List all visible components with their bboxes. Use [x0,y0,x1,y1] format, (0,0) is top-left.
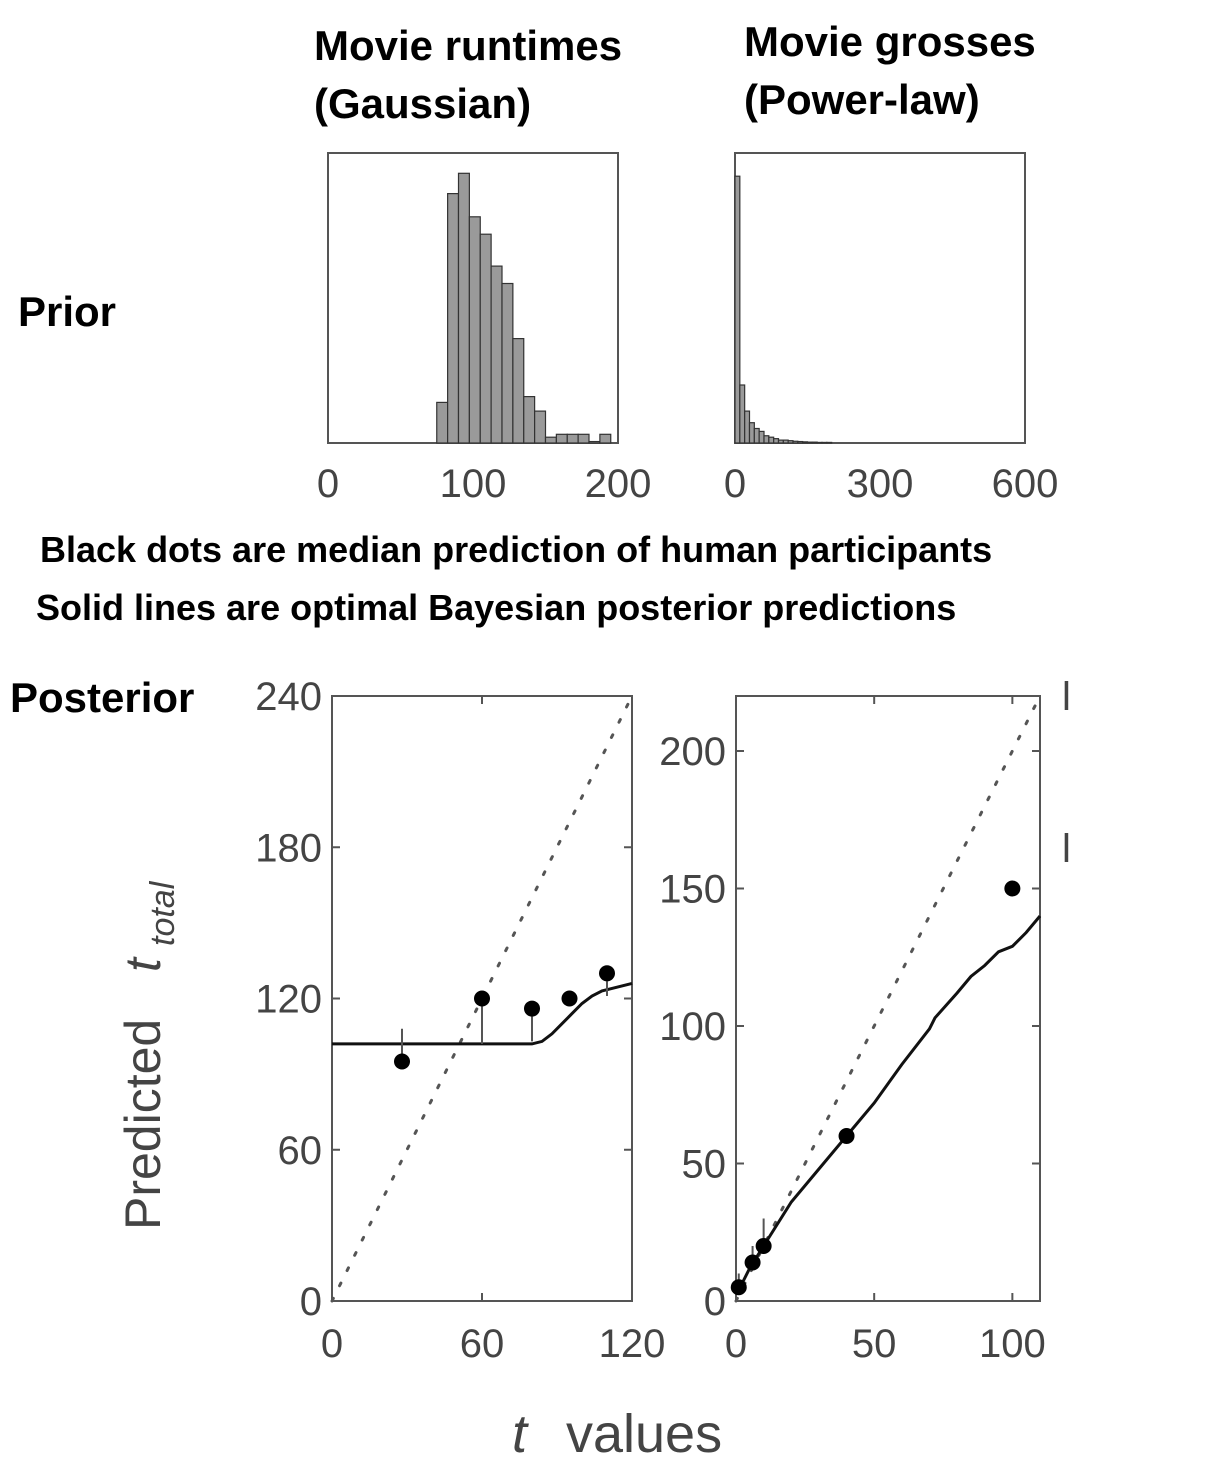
y-axis-label-subscript: total [144,880,182,946]
posterior-left-human-point-0 [394,1053,410,1070]
posterior-left-ytick-3: 180 [255,826,322,870]
prior-left-bar-11 [555,433,568,444]
prior-left-xtick-2: 200 [585,462,652,506]
posterior-right-identity-line [734,694,1042,1303]
prior-left-bar-12 [566,433,579,444]
prior-right-bar-15 [806,441,813,444]
prior-left-title-line1: Movie runtimes [314,22,622,69]
posterior-right-xtick-0: 0 [725,1322,747,1366]
prior-left-bar-2 [457,172,470,444]
prior-right-xtick-0: 0 [724,462,746,506]
posterior-right-ytick-0: 0 [704,1280,726,1324]
prior-right-frame [734,152,1026,444]
posterior-right-xtick-1: 50 [852,1322,897,1366]
prior-right-bar-3 [748,422,755,444]
caption-human-dots: Black dots are median prediction of huma… [40,529,992,570]
prior-right-bar-9 [777,439,784,444]
prior-right-bar-2 [744,410,751,444]
prior-right-bar-1 [739,384,746,444]
prior-left-bar-5 [490,265,503,444]
prior-right-xticks: 0 300 600 [724,462,1059,506]
prior-right-title-line2: (Power-law) [744,76,980,123]
prior-right-bar-8 [773,438,780,444]
posterior-left-human-point-2 [524,1000,540,1017]
posterior-right-human-point-3 [838,1128,855,1144]
prior-right-xtick-1: 300 [847,462,914,506]
prior-left-xtick-0: 0 [317,462,339,506]
posterior-right-ytick-2: 100 [659,1005,726,1049]
prior-right-bar-13 [797,440,804,444]
prior-left-bar-0 [436,401,449,444]
posterior-left-human-point-4 [599,965,615,982]
prior-right-bar-17 [816,441,823,444]
posterior-right-frame [735,695,1041,1302]
posterior-left-xtick-1: 60 [460,1322,505,1366]
prior-right-bar-18 [821,441,828,444]
prior-right-bar-11 [787,440,794,444]
posterior-left-xtick-2: 120 [599,1322,666,1366]
prior-left-xticks: 0 100 200 [317,462,652,506]
prior-right-bar-12 [792,440,799,444]
posterior-left-ytick-0: 0 [300,1280,322,1324]
prior-left-bar-13 [577,433,590,444]
prior-left-bar-10 [544,436,557,444]
prior-right-bar-0 [734,175,741,444]
posterior-right-xtick-2: 100 [979,1322,1046,1366]
y-axis-label-main: Predicted [115,1019,171,1230]
prior-left-title-line2: (Gaussian) [314,80,531,127]
prior-right-bar-4 [753,427,760,444]
prior-left-bar-8 [523,396,536,444]
prior-right-title-line1: Movie grosses [744,18,1036,65]
prior-left-bar-14 [588,440,601,444]
posterior-left-ytick-2: 120 [255,978,322,1022]
posterior-left-human-point-3 [561,990,578,1007]
prior-left-bar-6 [501,282,514,444]
posterior-right-right-glyph-0: l [1062,675,1071,719]
prior-left-bar-9 [534,410,547,444]
prior-right-bar-19 [826,441,833,444]
x-axis-label-values: values [566,1404,722,1464]
prior-right-bar-6 [763,435,770,444]
prior-right-bar-10 [782,439,789,444]
prior-right-xtick-2: 600 [992,462,1059,506]
posterior-right-ytick-3: 150 [659,868,726,912]
posterior-right-human-point-1 [744,1254,761,1271]
prior-left-bar-7 [512,338,525,444]
posterior-right-right-glyph-1: l [1062,827,1071,871]
prior-left-bars [436,172,612,444]
posterior-left-plot: 0 60 120 180 240 0 60 120 [255,675,665,1366]
posterior-right-ytick-4: 200 [659,730,726,774]
posterior-left-ytick-1: 60 [278,1129,323,1173]
prior-right-bar-7 [768,436,775,444]
posterior-right-human-point-2 [755,1238,772,1254]
posterior-right-ytick-1: 50 [682,1143,727,1187]
posterior-right-plot: 0 50 100 150 200 0 50 100 l l [659,675,1071,1366]
x-axis-label-t: t [512,1404,529,1464]
y-axis-label-t: t [115,956,171,972]
posterior-right-bayes-line [737,915,1042,1291]
prior-left-bar-15 [599,433,612,444]
posterior-left-identity-line [330,694,634,1303]
y-axis-label: Predicted t total [115,880,182,1230]
posterior-left-bayes-line [332,981,633,1046]
prior-right-bar-16 [811,441,818,444]
prior-right-bar-5 [758,430,765,444]
prior-left-bar-3 [468,216,481,444]
posterior-left-xtick-0: 0 [321,1322,343,1366]
prior-right-bars [734,175,833,444]
prior-left-bar-4 [479,233,492,444]
posterior-right-human-point-0 [730,1279,747,1296]
prior-left-xtick-1: 100 [440,462,507,506]
prior-left-bar-1 [447,193,460,444]
caption-bayes-lines: Solid lines are optimal Bayesian posteri… [36,587,956,628]
posterior-left-human-point-1 [474,990,490,1007]
posterior-left-ytick-4: 240 [255,675,322,719]
row-label-posterior: Posterior [10,674,194,721]
prior-right-bar-14 [802,441,809,444]
row-label-prior: Prior [18,288,116,335]
posterior-right-human-point-4 [1004,880,1021,897]
